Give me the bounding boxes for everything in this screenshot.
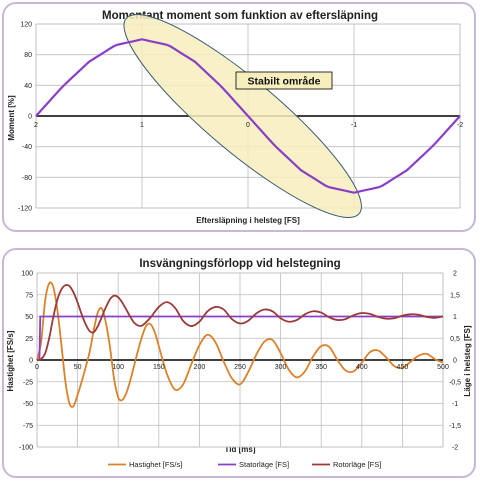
chart2-y2tick-label: -0,5 [449, 379, 461, 386]
chart1-xtick-label: -1 [351, 122, 357, 129]
chart2-ytick-label: 75 [25, 292, 33, 299]
chart2-xtick-label: 400 [356, 364, 368, 371]
chart2-xtick-label: 350 [315, 364, 327, 371]
chart1-xtick-label: 1 [140, 122, 144, 129]
legend-item-stator: Statorläge [FS] [239, 460, 289, 469]
chart2-y2tick-label: -1,5 [449, 423, 461, 430]
chart1-ytick-label: -40 [22, 144, 32, 151]
chart2-y2tick-label: 0 [453, 358, 457, 365]
chart1-ytick-label: -120 [18, 206, 32, 213]
chart2-ytick-label: 0 [29, 358, 33, 365]
chart2-xtick-label: 500 [437, 364, 449, 371]
chart2-y2tick-label: -1 [452, 401, 458, 408]
chart2-y2tick-label: 2 [453, 271, 457, 278]
chart2-xtick-label: 250 [234, 364, 246, 371]
legend-item-speed: Hastighet [FS/s] [129, 460, 182, 469]
chart2-ytick-label: -50 [23, 401, 33, 408]
chart2-y2tick-label: 1,5 [450, 292, 460, 299]
chart2-xtick-label: 50 [74, 364, 82, 371]
chart1-xtick-label: 2 [34, 122, 38, 129]
chart1-ytick-label: 40 [24, 83, 32, 90]
chart2-y2tick-label: -2 [452, 445, 458, 452]
chart1-ytick-label: 80 [24, 52, 32, 59]
chart2-xtick-label: 200 [194, 364, 206, 371]
chart1-xlabel: Eftersläpning i helsteg [FS] [196, 216, 300, 225]
chart2-speed-line [36, 281, 444, 408]
chart2-ytick-label: 25 [25, 336, 33, 343]
chart1-moment-line [35, 38, 461, 194]
chart1-ylabel: Moment [%] [7, 95, 16, 141]
chart2-rotor-line [36, 283, 444, 361]
chart2-xtick-label: 150 [153, 364, 165, 371]
chart2-xtick-label: 100 [112, 364, 124, 371]
chart2-ytick-label: -25 [23, 379, 33, 386]
chart2-xlabel: Tid [ms] [225, 445, 256, 454]
legend-item-rotor: Rotorläge [FS] [333, 460, 381, 469]
chart1-ytick-label: 120 [20, 22, 32, 29]
chart2-xtick-label: 300 [275, 364, 287, 371]
stable-region-label: Stabilt område [248, 76, 321, 88]
chart2-ytick-label: -75 [23, 423, 33, 430]
chart2-xtick-label: 0 [35, 364, 39, 371]
stable-region-label-box [235, 71, 333, 90]
chart1-xtick-label: 0 [246, 122, 250, 129]
chart2-xtick-label: 450 [397, 364, 409, 371]
chart1-title: Momentant moment som funktion av eftersl… [102, 10, 378, 22]
chart2-ytick-label: 100 [21, 271, 33, 278]
chart2-title: Insvängningsförlopp vid helstegning [139, 258, 340, 270]
chart2-ytick-label: -100 [19, 445, 33, 452]
chart2-y2label: Läge i helsteg [FS] [463, 325, 472, 396]
chart2-ytick-label: 50 [25, 314, 33, 321]
chart2-y2tick-label: 1 [453, 314, 457, 321]
chart2-ylabel: Hastighet [FS/s] [6, 330, 15, 391]
chart2-y2tick-label: 0,5 [450, 336, 460, 343]
chart1-xtick-label: -2 [457, 122, 463, 129]
chart1-ytick-label: 0 [28, 114, 32, 121]
chart1-ytick-label: -80 [22, 175, 32, 182]
